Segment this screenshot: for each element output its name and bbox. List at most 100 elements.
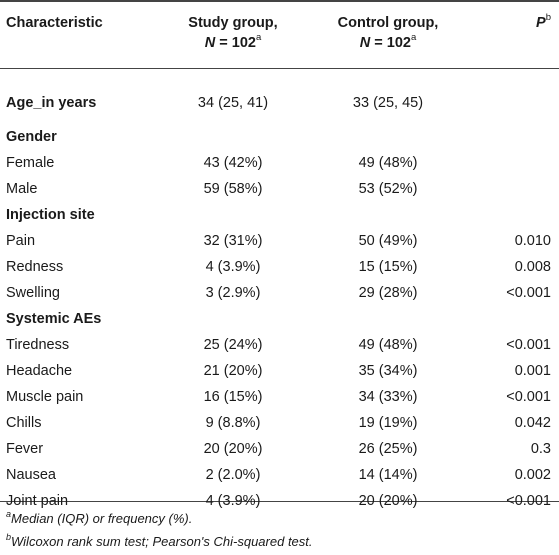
control-group-value: 20 (20%): [358, 493, 418, 509]
p-value: [473, 306, 559, 332]
header-study-footnote-mark: a: [255, 32, 262, 44]
table-row: Male 59 (58%) 53 (52%): [0, 176, 559, 202]
p-value: <0.001: [506, 285, 551, 301]
study-group-value: 20 (20%): [203, 441, 263, 457]
table-header-row: Characteristic Study group, N = 102a Con…: [0, 2, 559, 80]
footnotes: aMedian (IQR) or frequency (%). bWilcoxo…: [6, 507, 313, 553]
study-group-value: [163, 124, 303, 150]
top-rule: [0, 0, 559, 2]
control-group-value: 33 (25, 45): [352, 95, 424, 111]
row-label: Nausea: [6, 467, 56, 483]
control-group-value: 15 (15%): [358, 259, 418, 275]
table-row: Injection site: [0, 202, 559, 228]
header-control-footnote-mark: a: [410, 32, 417, 44]
study-group-value: [163, 202, 303, 228]
footnote-b-text: Wilcoxon rank sum test; Pearson's Chi-sq…: [11, 534, 313, 549]
control-group-value: 19 (19%): [358, 415, 418, 431]
study-group-value: 43 (42%): [203, 155, 263, 171]
header-control-n-value: = 102: [370, 35, 411, 51]
control-group-value: 50 (49%): [358, 233, 418, 249]
table-row: Gender: [0, 124, 559, 150]
footnote-a: aMedian (IQR) or frequency (%).: [6, 507, 313, 530]
footnote-b-mark: b: [6, 531, 12, 542]
study-group-value: 16 (15%): [203, 389, 263, 405]
footnote-a-mark: a: [6, 508, 12, 519]
header-rule: [0, 68, 559, 69]
table-row: Female 43 (42%) 49 (48%): [0, 150, 559, 176]
p-value: 0.008: [514, 259, 551, 275]
study-group-value: 2 (2.0%): [205, 467, 261, 483]
bottom-rule: [0, 501, 559, 502]
p-value: 0.002: [514, 467, 551, 483]
row-label: Male: [6, 181, 38, 197]
p-value: [473, 202, 559, 228]
row-label: Headache: [6, 363, 73, 379]
table-row: Swelling 3 (2.9%) 29 (28%) <0.001: [0, 280, 559, 306]
study-group-value: 21 (20%): [203, 363, 263, 379]
p-value: [473, 80, 559, 124]
control-group-value: 49 (48%): [358, 337, 418, 353]
study-group-value: 59 (58%): [203, 181, 263, 197]
row-label: Injection site: [6, 207, 95, 223]
header-study-n-value: = 102: [215, 35, 256, 51]
table-row: Pain 32 (31%) 50 (49%) 0.010: [0, 228, 559, 254]
control-group-value: [303, 306, 473, 332]
study-group-value: 4 (3.9%): [205, 259, 261, 275]
row-label: Swelling: [6, 285, 60, 301]
row-label: Muscle pain: [6, 389, 84, 405]
table-body: Age_in years 34 (25, 41) 33 (25, 45) Gender…: [0, 80, 559, 514]
row-label: Redness: [6, 259, 64, 275]
p-value: 0.042: [514, 415, 551, 431]
control-group-value: 34 (33%): [358, 389, 418, 405]
header-study-group: Study group, N = 102a: [163, 2, 303, 80]
header-control-line1: Control group,: [337, 15, 439, 31]
characteristics-table: Characteristic Study group, N = 102a Con…: [0, 2, 559, 514]
p-value: [473, 124, 559, 150]
header-p-label: P: [536, 15, 546, 31]
p-value: <0.001: [506, 337, 551, 353]
study-group-value: [163, 306, 303, 332]
table-row: Systemic AEs: [0, 306, 559, 332]
table-row: Age_in years 34 (25, 41) 33 (25, 45): [0, 80, 559, 124]
study-group-value: 3 (2.9%): [205, 285, 261, 301]
control-group-value: 29 (28%): [358, 285, 418, 301]
header-characteristic: Characteristic: [6, 15, 103, 31]
row-label: Joint pain: [6, 493, 69, 509]
row-label: Age_in years: [6, 95, 97, 111]
p-value: [473, 150, 559, 176]
row-label: Chills: [6, 415, 42, 431]
row-label: Tiredness: [6, 337, 70, 353]
header-control-group: Control group, N = 102a: [303, 2, 473, 80]
footnote-a-text: Median (IQR) or frequency (%).: [11, 511, 193, 526]
p-value: [473, 176, 559, 202]
table-row: Headache 21 (20%) 35 (34%) 0.001: [0, 358, 559, 384]
table-row: Chills 9 (8.8%) 19 (19%) 0.042: [0, 410, 559, 436]
header-study-line1: Study group,: [188, 15, 278, 31]
header-p-footnote-mark: b: [545, 12, 551, 24]
header-study-n-label: N: [204, 35, 216, 51]
footnote-b: bWilcoxon rank sum test; Pearson's Chi-s…: [6, 530, 313, 553]
p-value: 0.001: [514, 363, 551, 379]
control-group-value: 49 (48%): [358, 155, 418, 171]
row-label: Pain: [6, 233, 36, 249]
control-group-value: [303, 202, 473, 228]
header-control-n-label: N: [359, 35, 371, 51]
table-row: Redness 4 (3.9%) 15 (15%) 0.008: [0, 254, 559, 280]
study-group-value: 4 (3.9%): [205, 493, 261, 509]
row-label: Systemic AEs: [6, 311, 102, 327]
row-label: Gender: [6, 129, 57, 145]
row-label: Female: [6, 155, 55, 171]
control-group-value: 26 (25%): [358, 441, 418, 457]
control-group-value: [303, 124, 473, 150]
row-label: Fever: [6, 441, 44, 457]
header-p-value: Pb: [473, 2, 559, 80]
table-row: Fever 20 (20%) 26 (25%) 0.3: [0, 436, 559, 462]
table-row: Joint pain 4 (3.9%) 20 (20%) <0.001: [0, 488, 559, 514]
control-group-value: 53 (52%): [358, 181, 418, 197]
p-value: 0.010: [514, 233, 551, 249]
control-group-value: 35 (34%): [358, 363, 418, 379]
study-group-value: 25 (24%): [203, 337, 263, 353]
p-value: <0.001: [506, 389, 551, 405]
control-group-value: 14 (14%): [358, 467, 418, 483]
